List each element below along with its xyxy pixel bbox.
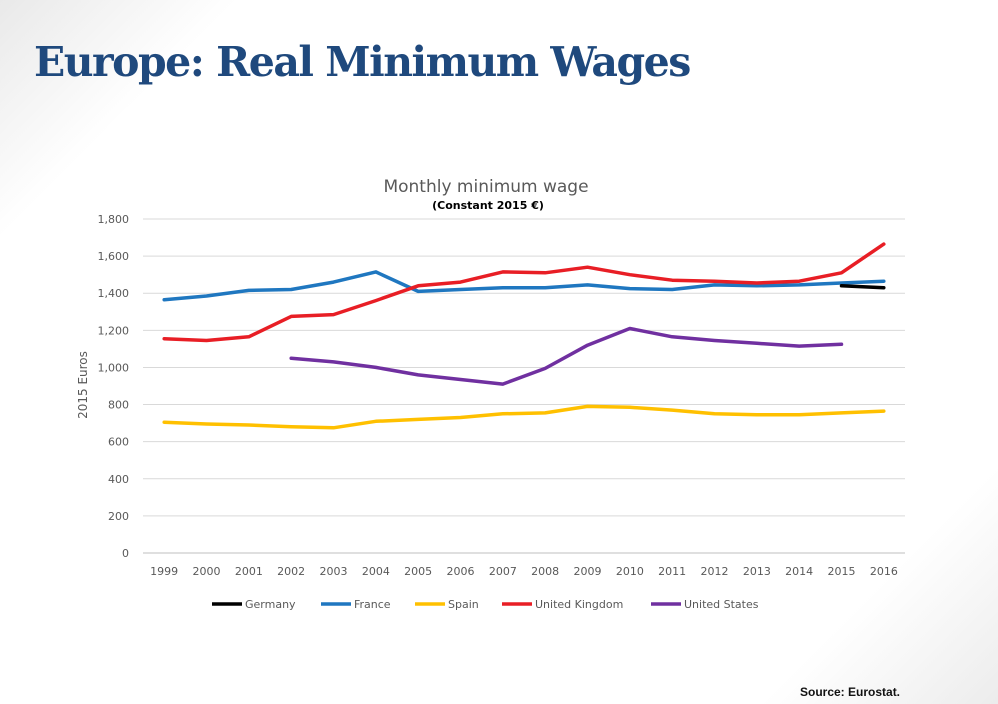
slide-title: Europe: Real Minimum Wages [34, 38, 691, 86]
source-note: Source: Eurostat. [800, 685, 901, 699]
y-tick-label: 1,600 [98, 250, 130, 263]
x-tick-label: 2002 [277, 565, 305, 578]
x-tick-label: 2010 [616, 565, 644, 578]
chart-title: Monthly minimum wage [383, 177, 588, 197]
x-tick-labels: 1999 2000 2001 2002 2003 2004 2005 2006 2007 2008… [150, 565, 898, 578]
x-tick-label: 1999 [150, 565, 178, 578]
legend: Germany France Spain United Kingdom United S… [212, 598, 759, 611]
legend-label: Germany [245, 598, 296, 611]
legend-label: United Kingdom [535, 598, 623, 611]
legend-label: France [354, 598, 391, 611]
series-line-germany [839, 284, 886, 290]
x-tick-label: 2006 [447, 565, 475, 578]
x-tick-label: 2013 [743, 565, 771, 578]
x-tick-label: 2014 [785, 565, 813, 578]
series-lines [162, 242, 886, 430]
y-tick-label: 1,000 [98, 361, 130, 374]
x-tick-label: 2015 [828, 565, 856, 578]
x-tick-label: 2016 [870, 565, 898, 578]
series-line-united-kingdom [162, 242, 886, 343]
x-tick-label: 2011 [658, 565, 686, 578]
y-axis-label: 2015 Euros [76, 351, 90, 419]
y-tick-label: 800 [108, 399, 129, 412]
series-line-united-states [289, 326, 844, 386]
x-tick-label: 2004 [362, 565, 390, 578]
y-tick-label: 1,800 [98, 213, 130, 226]
y-tick-label: 200 [108, 510, 129, 523]
x-tick-label: 2000 [193, 565, 221, 578]
x-tick-label: 2005 [404, 565, 432, 578]
x-tick-label: 2001 [235, 565, 263, 578]
grid-lines [143, 218, 905, 554]
series-line-france [162, 270, 886, 302]
y-tick-labels: 0 200 400 600 800 1,000 1,200 1,400 1,600 1,800 [98, 213, 130, 560]
y-tick-label: 600 [108, 436, 129, 449]
chart-subtitle: (Constant 2015 €) [432, 199, 544, 212]
legend-label: Spain [448, 598, 479, 611]
x-tick-label: 2009 [574, 565, 602, 578]
legend-label: United States [684, 598, 759, 611]
x-tick-label: 2007 [489, 565, 517, 578]
series-line-spain [162, 404, 886, 430]
y-tick-label: 0 [122, 547, 129, 560]
x-tick-label: 2003 [320, 565, 348, 578]
y-tick-label: 1,200 [98, 324, 130, 337]
x-tick-label: 2012 [701, 565, 729, 578]
y-tick-label: 400 [108, 473, 129, 486]
x-tick-label: 2008 [531, 565, 559, 578]
y-tick-label: 1,400 [98, 287, 130, 300]
